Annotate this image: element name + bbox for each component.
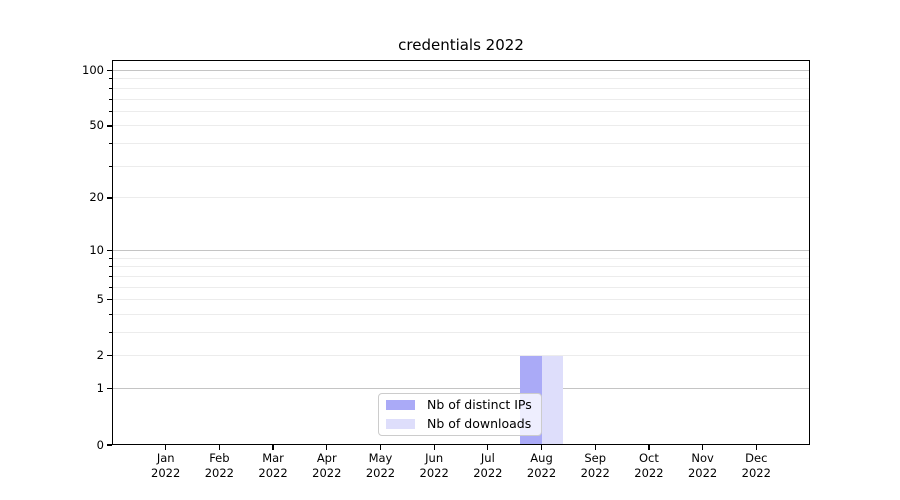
y-tick — [107, 388, 112, 390]
y-tick-label: 20 — [89, 190, 104, 205]
y-tick — [107, 249, 112, 252]
x-tick-label: Sep 2022 — [580, 451, 610, 480]
x-tick-label: Jul 2022 — [473, 451, 503, 480]
y-major-gridline — [113, 388, 809, 390]
y-minor-gridline — [113, 332, 809, 334]
x-tick-label: Jan 2022 — [151, 451, 181, 480]
x-tick-label: Apr 2022 — [312, 451, 342, 480]
y-minor-gridline — [113, 197, 809, 199]
y-tick-label: 5 — [96, 292, 104, 307]
legend-swatch-downloads — [386, 419, 415, 429]
y-minor-tick — [109, 87, 112, 89]
y-minor-gridline — [113, 143, 809, 145]
y-minor-gridline — [113, 355, 809, 357]
y-minor-tick — [109, 165, 112, 167]
x-tick — [755, 445, 757, 450]
legend-item-downloads: Nb of downloads — [386, 416, 532, 432]
y-minor-gridline — [113, 98, 809, 100]
x-tick — [594, 445, 596, 450]
y-minor-tick — [109, 332, 112, 334]
y-minor-tick — [109, 110, 112, 112]
x-tick-label: Aug 2022 — [526, 451, 557, 480]
y-minor-tick — [109, 257, 112, 259]
legend: Nb of distinct IPs Nb of downloads — [378, 393, 542, 436]
chart-title: credentials 2022 — [398, 36, 524, 54]
y-minor-tick — [109, 286, 112, 288]
y-tick — [107, 197, 112, 199]
x-tick — [433, 445, 435, 450]
y-major-gridline — [113, 69, 809, 72]
y-tick-label: 50 — [89, 118, 104, 133]
x-tick-label: May 2022 — [365, 451, 396, 480]
y-minor-gridline — [113, 275, 809, 277]
legend-item-distinct-ips: Nb of distinct IPs — [386, 397, 532, 413]
y-minor-tick — [109, 266, 112, 268]
y-tick — [107, 444, 112, 446]
x-tick — [326, 445, 328, 450]
x-tick — [272, 445, 274, 450]
y-minor-tick — [109, 143, 112, 145]
y-tick — [107, 299, 112, 301]
x-tick-label: Feb 2022 — [204, 451, 235, 480]
y-major-gridline — [113, 249, 809, 252]
x-tick-label: Jun 2022 — [419, 451, 449, 480]
plot-border — [112, 60, 810, 445]
x-tick — [648, 445, 650, 450]
x-tick — [702, 445, 704, 450]
y-minor-tick — [109, 275, 112, 277]
x-tick-label: Dec 2022 — [741, 451, 771, 480]
y-minor-gridline — [113, 125, 809, 127]
x-tick — [218, 445, 220, 450]
x-tick — [165, 445, 167, 450]
y-minor-tick — [109, 98, 112, 100]
y-tick-label: 10 — [89, 242, 104, 257]
y-minor-tick — [109, 313, 112, 315]
x-tick — [379, 445, 382, 450]
y-minor-gridline — [113, 78, 809, 80]
y-tick — [107, 69, 112, 72]
y-minor-tick — [109, 78, 112, 80]
y-minor-gridline — [113, 313, 809, 315]
y-tick — [107, 355, 112, 357]
y-minor-gridline — [113, 165, 809, 167]
y-minor-gridline — [113, 266, 809, 268]
x-tick-label: Nov 2022 — [687, 451, 718, 480]
legend-swatch-distinct-ips — [386, 400, 415, 410]
x-tick — [487, 445, 489, 450]
y-tick-label: 1 — [96, 381, 104, 396]
y-minor-gridline — [113, 286, 809, 288]
bar-downloads-aug — [541, 355, 563, 445]
y-minor-gridline — [113, 257, 809, 259]
x-tick-label: Oct 2022 — [634, 451, 664, 480]
y-minor-gridline — [113, 299, 809, 301]
y-minor-gridline — [113, 87, 809, 89]
y-tick — [107, 125, 112, 127]
y-tick-label: 2 — [96, 348, 104, 363]
legend-label-downloads: Nb of downloads — [427, 416, 532, 431]
x-tick — [540, 445, 543, 450]
legend-label-distinct-ips: Nb of distinct IPs — [427, 397, 532, 412]
x-tick-label: Mar 2022 — [258, 451, 288, 480]
y-minor-gridline — [113, 110, 809, 112]
y-tick-label: 0 — [96, 437, 104, 452]
y-tick-label: 100 — [82, 63, 104, 78]
